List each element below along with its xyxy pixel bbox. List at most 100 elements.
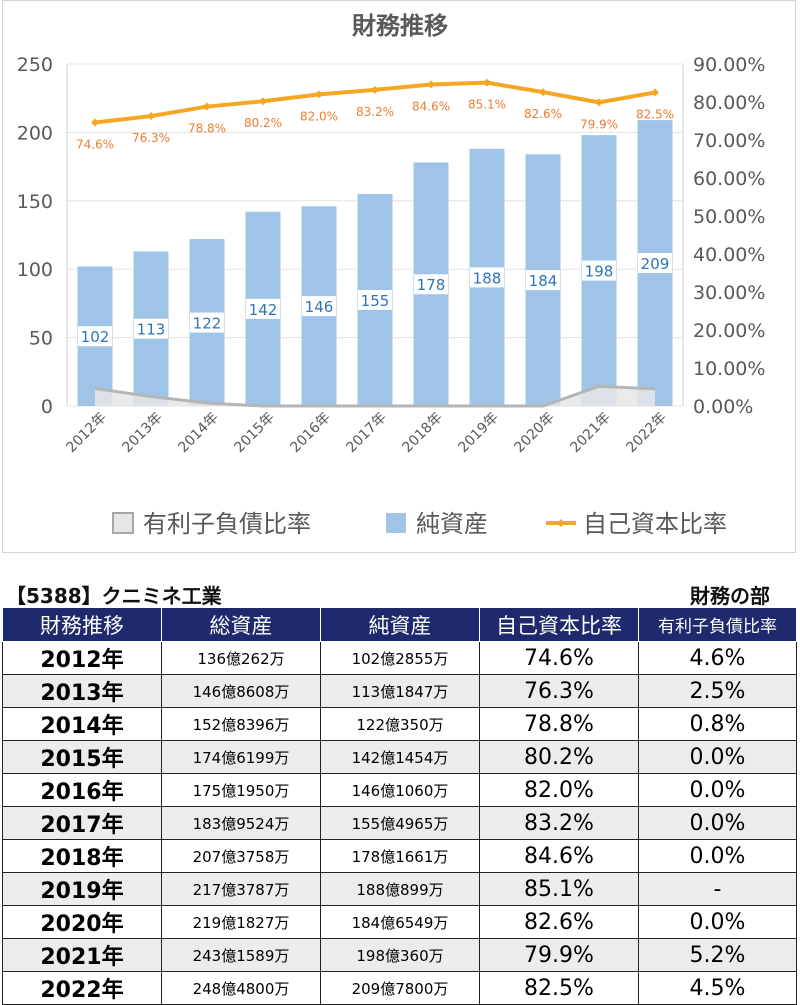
bar-data-label: 146 [305, 298, 334, 316]
line-data-label: 82.6% [524, 107, 562, 121]
table-row: 2020年 219億1827万 184億6549万 82.6% 0.0% [2, 905, 797, 939]
x-tick-label: 2013年 [119, 410, 165, 456]
bar-data-label: 155 [361, 292, 390, 310]
line-data-label: 82.0% [300, 109, 338, 123]
bar-data-label: 122 [193, 315, 222, 333]
cell-total-assets: 243億1589万 [161, 938, 321, 972]
bar-label-box [638, 253, 672, 274]
line-data-label: 84.6% [412, 100, 450, 114]
equity-ratio-marker [315, 90, 323, 99]
line-data-label: 79.9% [580, 117, 618, 131]
cell-debt-ratio: 2.5% [638, 674, 797, 708]
cell-year: 2014年 [2, 707, 162, 741]
cell-debt-ratio: 0.8% [638, 707, 797, 741]
y-left-tick-label: 150 [17, 191, 53, 213]
y-left-tick-label: 200 [17, 122, 53, 144]
equity-ratio-marker [483, 78, 491, 87]
cell-net-assets: 184億6549万 [320, 905, 480, 939]
bar-data-label: 102 [81, 328, 110, 346]
chart-title: 財務推移 [352, 12, 448, 40]
cell-debt-ratio: 0.0% [638, 740, 797, 774]
cell-debt-ratio: 0.0% [638, 773, 797, 807]
cell-year: 2013年 [2, 674, 162, 708]
bar-label-box [526, 270, 560, 291]
x-tick-label: 2015年 [231, 410, 277, 456]
cell-year: 2015年 [2, 740, 162, 774]
y-right-tick-label: 0.00% [693, 396, 753, 418]
cell-year: 2017年 [2, 806, 162, 840]
table-header-row: 財務推移 総資産 純資産 自己資本比率 有利子負債比率 [2, 607, 797, 642]
bar-label-box [302, 296, 336, 317]
x-tick-label: 2016年 [287, 410, 333, 456]
bar-label-box [190, 312, 224, 333]
line-data-label: 80.2% [244, 116, 282, 130]
y-right-tick-label: 10.00% [693, 358, 765, 380]
equity-ratio-marker [539, 88, 547, 97]
x-tick-label: 2017年 [343, 410, 389, 456]
cell-total-assets: 183億9524万 [161, 806, 321, 840]
bar-data-label: 184 [529, 272, 558, 290]
cell-year: 2018年 [2, 839, 162, 873]
cell-debt-ratio: - [638, 872, 797, 906]
cell-equity-ratio: 82.6% [479, 905, 639, 939]
bar-label-box [414, 274, 448, 295]
cell-net-assets: 113億1847万 [320, 674, 480, 708]
equity-ratio-marker [595, 98, 603, 107]
debt-ratio-line [94, 384, 656, 408]
cell-year: 2012年 [2, 641, 162, 675]
equity-ratio-marker [651, 88, 659, 97]
equity-ratio-marker [147, 112, 155, 121]
legend-label-debt-ratio: 有利子負債比率 [143, 510, 311, 538]
equity-ratio-marker [427, 80, 435, 89]
cell-net-assets: 146億1060万 [320, 773, 480, 807]
header-debt-ratio: 有利子負債比率 [638, 607, 797, 642]
table-row: 2014年 152億8396万 122億350万 78.8% 0.8% [2, 707, 797, 741]
cell-total-assets: 146億8608万 [161, 674, 321, 708]
cell-net-assets: 122億350万 [320, 707, 480, 741]
header-net-assets: 純資産 [320, 607, 480, 642]
bar-label-box [358, 289, 392, 310]
bar-label-box [582, 260, 616, 281]
bar-label-box [246, 298, 280, 319]
cell-year: 2020年 [2, 905, 162, 939]
cell-equity-ratio: 79.9% [479, 938, 639, 972]
cell-debt-ratio: 5.2% [638, 938, 797, 972]
cell-debt-ratio: 0.0% [638, 839, 797, 873]
cell-total-assets: 136億262万 [161, 641, 321, 675]
cell-total-assets: 207億3758万 [161, 839, 321, 873]
table-caption: 【5388】クニミネ工業 財務の部 [2, 580, 796, 608]
equity-ratio-marker [203, 102, 211, 111]
table-row: 2015年 174億6199万 142億1454万 80.2% 0.0% [2, 740, 797, 774]
y-right-tick-label: 20.00% [693, 320, 765, 342]
company-name: 【5388】クニミネ工業 [6, 584, 222, 608]
x-tick-label: 2020年 [511, 410, 557, 456]
y-left-tick-label: 50 [29, 328, 53, 350]
bar-data-label: 178 [417, 276, 446, 294]
legend-label-equity-ratio: 自己資本比率 [583, 510, 727, 538]
cell-total-assets: 175億1950万 [161, 773, 321, 807]
bar-data-label: 209 [641, 255, 670, 273]
y-left-tick-label: 0 [41, 396, 53, 418]
y-right-tick-label: 80.00% [693, 92, 765, 114]
table-row: 2021年 243億1589万 198億360万 79.9% 5.2% [2, 938, 797, 972]
y-right-tick-label: 70.00% [693, 130, 765, 152]
cell-total-assets: 152億8396万 [161, 707, 321, 741]
cell-equity-ratio: 83.2% [479, 806, 639, 840]
cell-net-assets: 188億899万 [320, 872, 480, 906]
cell-year: 2019年 [2, 872, 162, 906]
cell-total-assets: 248億4800万 [161, 971, 321, 1005]
y-left-tick-label: 100 [17, 259, 53, 281]
cell-debt-ratio: 0.0% [638, 806, 797, 840]
table-row: 2012年 136億262万 102億2855万 74.6% 4.6% [2, 641, 797, 675]
y-right-tick-label: 30.00% [693, 282, 765, 304]
table-row: 2018年 207億3758万 178億1661万 84.6% 0.0% [2, 839, 797, 873]
x-tick-label: 2018年 [399, 410, 445, 456]
cell-year: 2022年 [2, 971, 162, 1005]
cell-debt-ratio: 4.6% [638, 641, 797, 675]
cell-equity-ratio: 84.6% [479, 839, 639, 873]
x-tick-label: 2012年 [63, 410, 109, 456]
cell-equity-ratio: 82.5% [479, 971, 639, 1005]
cell-total-assets: 219億1827万 [161, 905, 321, 939]
chart-panel: 財務推移 0 50 100 150 200 250 0.00% 10.00% 20.00% 30.0… [2, 0, 796, 553]
cell-equity-ratio: 82.0% [479, 773, 639, 807]
